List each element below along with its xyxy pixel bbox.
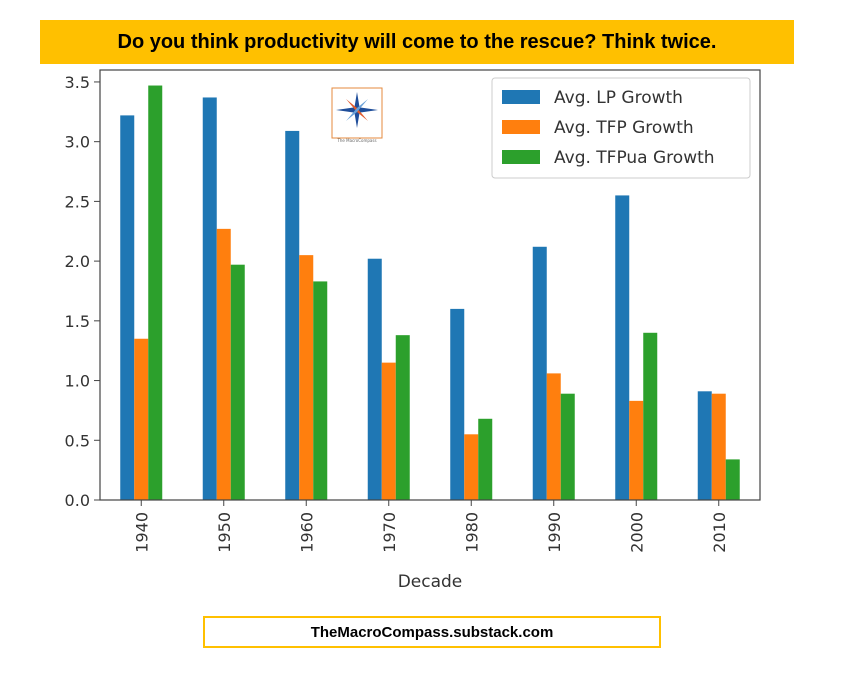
bar-1990-series-2 xyxy=(546,373,561,500)
y-tick-label: 2.5 xyxy=(65,192,90,211)
legend-swatch xyxy=(502,120,540,134)
bar-1970-series-1 xyxy=(367,258,382,500)
y-tick-label: 3.5 xyxy=(65,73,90,92)
legend-label: Avg. TFPua Growth xyxy=(554,148,715,168)
y-tick-label: 1.5 xyxy=(65,312,90,331)
bar-2000-series-2 xyxy=(629,400,644,500)
y-tick-label: 0.5 xyxy=(65,431,90,450)
x-tick-label: 1980 xyxy=(462,512,481,553)
x-tick-label: 1950 xyxy=(215,512,234,553)
bar-2010-series-1 xyxy=(697,391,712,500)
bar-1980-series-3 xyxy=(478,418,493,500)
bar-1960-series-1 xyxy=(285,130,300,500)
legend-swatch xyxy=(502,90,540,104)
bar-1940-series-1 xyxy=(120,115,135,500)
bar-1990-series-3 xyxy=(560,393,575,500)
legend-box xyxy=(491,77,751,179)
x-tick-label: 1970 xyxy=(380,512,399,553)
bar-1960-series-2 xyxy=(299,255,314,500)
x-tick-label: 2010 xyxy=(710,512,729,553)
chart-banner-title: Do you think productivity will come to t… xyxy=(40,20,794,64)
bar-2010-series-2 xyxy=(711,393,726,500)
bar-1950-series-2 xyxy=(216,228,231,500)
bar-1950-series-3 xyxy=(230,264,245,500)
y-axis: 0.0 0.5 1.0 1.5 2.0 2.5 3.0 3.5 xyxy=(65,73,100,510)
bar-marks xyxy=(120,85,740,501)
bar-1970-series-2 xyxy=(381,362,396,500)
x-tick-label: 1990 xyxy=(545,512,564,553)
x-axis: 1940 1950 1960 1970 1980 1990 2000 2010 xyxy=(132,500,729,553)
bar-1950-series-1 xyxy=(202,97,217,500)
plot-frame xyxy=(99,69,761,501)
x-axis-title: Decade xyxy=(398,572,463,592)
bar-2000-series-1 xyxy=(615,195,630,500)
legend-label: Avg. TFP Growth xyxy=(554,118,694,138)
footer-source-link[interactable]: TheMacroCompass.substack.com xyxy=(203,616,661,648)
compass-logo-icon: The MacroCompass xyxy=(331,87,383,143)
logo-text: The MacroCompass xyxy=(336,138,376,143)
y-tick-label: 2.0 xyxy=(65,252,90,271)
bar-1940-series-3 xyxy=(148,85,163,501)
y-tick-label: 1.0 xyxy=(65,372,90,391)
bar-1980-series-2 xyxy=(464,434,479,500)
bar-1990-series-1 xyxy=(532,246,547,500)
bar-1940-series-2 xyxy=(134,338,149,500)
bar-1970-series-3 xyxy=(395,335,410,500)
bar-2000-series-3 xyxy=(643,332,658,500)
bar-2010-series-3 xyxy=(725,459,740,500)
bar-1960-series-3 xyxy=(313,281,328,500)
x-tick-label: 1940 xyxy=(132,512,151,553)
y-tick-label: 0.0 xyxy=(65,491,90,510)
x-tick-label: 2000 xyxy=(627,512,646,553)
legend-swatch xyxy=(502,150,540,164)
y-tick-label: 3.0 xyxy=(65,133,90,152)
bar-1980-series-1 xyxy=(450,308,465,500)
legend: Avg. LP Growth Avg. TFP Growth Avg. TFPua … xyxy=(491,77,751,179)
x-tick-label: 1960 xyxy=(297,512,316,553)
legend-label: Avg. LP Growth xyxy=(554,88,683,108)
